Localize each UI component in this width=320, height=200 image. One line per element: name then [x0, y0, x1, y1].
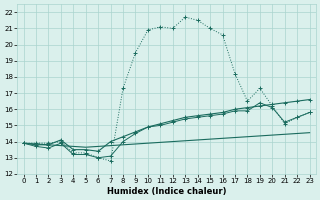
X-axis label: Humidex (Indice chaleur): Humidex (Indice chaleur) — [107, 187, 226, 196]
